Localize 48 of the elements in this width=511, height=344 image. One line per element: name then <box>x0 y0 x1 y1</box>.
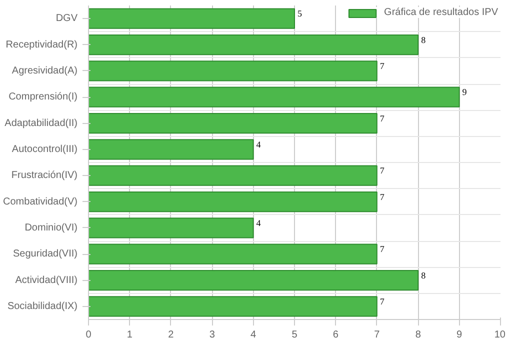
x-tick-label: 3 <box>209 330 216 340</box>
x-tick-label: 5 <box>292 330 298 340</box>
bar <box>88 296 378 317</box>
y-tick-label: Seguridad(VII) <box>13 248 78 260</box>
data-label: 4 <box>256 139 262 150</box>
x-tick-label: 4 <box>250 330 257 340</box>
y-tick-label: Sociabilidad(IX) <box>7 300 78 312</box>
bar <box>88 139 254 160</box>
data-label: 7 <box>380 244 385 254</box>
y-tick-label: Receptividad(R) <box>6 39 78 50</box>
bar <box>88 218 254 238</box>
x-tick-label: 2 <box>168 330 174 340</box>
data-label: 5 <box>298 8 302 19</box>
x-tick-label: 1 <box>126 330 133 340</box>
x-tick-label: 6 <box>332 330 339 340</box>
legend-label: Gráfica de resultados IPV <box>384 7 498 18</box>
x-tick-label: 7 <box>374 330 380 340</box>
bar <box>88 244 378 264</box>
y-tick-label: DGV <box>56 13 78 24</box>
y-tick-label: Adaptabilidad(II) <box>4 118 78 129</box>
x-tick-label: 0 <box>86 330 92 340</box>
bar <box>88 86 460 108</box>
data-label: 7 <box>380 60 385 71</box>
y-tick-label: Actividad(VIII) <box>15 274 78 286</box>
data-label: 9 <box>462 87 468 98</box>
y-tick-label: Agresividad(A) <box>12 65 78 76</box>
bar <box>88 191 378 212</box>
bar <box>88 270 419 291</box>
data-label: 7 <box>380 166 385 176</box>
y-tick-label: Frustración(IV) <box>11 170 78 182</box>
x-tick-label: 10 <box>494 330 506 340</box>
data-label: 4 <box>256 218 262 228</box>
x-tick-label: 9 <box>456 330 463 340</box>
data-label: 8 <box>421 270 426 280</box>
y-tick-label: Dominio(VI) <box>24 222 78 234</box>
data-label: 7 <box>380 192 385 202</box>
bar <box>88 165 378 186</box>
bar <box>88 34 419 56</box>
data-label: 7 <box>380 296 385 306</box>
data-label: 7 <box>380 113 385 124</box>
y-tick-label: Autocontrol(III) <box>12 144 78 155</box>
x-tick-label: 8 <box>415 330 422 340</box>
bar <box>88 112 378 134</box>
bar <box>88 8 295 29</box>
data-label: 8 <box>421 34 426 45</box>
bar <box>88 60 378 82</box>
y-tick-label: Combatividad(V) <box>3 196 78 208</box>
y-tick-label: Comprensión(I) <box>8 92 78 103</box>
